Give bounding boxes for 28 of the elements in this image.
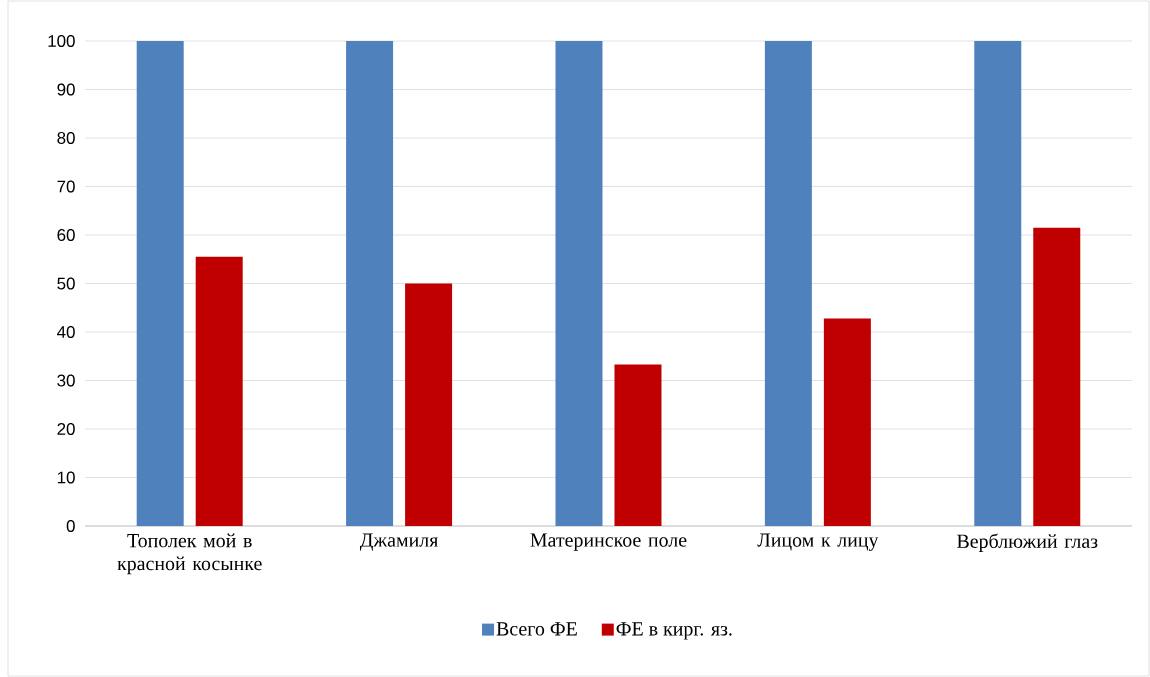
bar	[195, 256, 243, 526]
bar	[614, 364, 662, 526]
y-tick-label: 40	[57, 326, 75, 338]
y-tick-label: 90	[57, 83, 75, 96]
bar	[136, 40, 184, 526]
x-tick-label: Материнское поле	[530, 533, 687, 551]
legend-label: ФЕ в кирг. яз.	[616, 622, 732, 640]
y-tick-label: 70	[57, 180, 75, 193]
y-tick-label: 100	[48, 35, 75, 47]
legend-label: Всего ФЕ	[496, 622, 577, 636]
x-tick-label: Лицом к лицу	[757, 533, 879, 551]
y-tick-label: 30	[57, 374, 75, 387]
y-tick-label: 60	[57, 229, 75, 241]
y-tick-label: 50	[57, 277, 75, 290]
bar	[405, 283, 453, 526]
y-tick-label: 80	[57, 132, 75, 144]
x-tick-label: Тополек мой в красной косынке	[117, 533, 262, 575]
bar	[823, 318, 871, 526]
x-tick-label: Джамиля	[359, 533, 439, 551]
bar	[764, 40, 812, 526]
y-tick-label: 0	[66, 520, 75, 532]
bar	[346, 40, 394, 526]
y-tick-label: 10	[57, 471, 75, 484]
bar	[555, 40, 603, 526]
bar	[974, 40, 1022, 526]
bar	[1033, 227, 1081, 526]
x-tick-label: Верблюжий глаз	[957, 533, 1098, 553]
y-tick-label: 20	[57, 423, 75, 435]
